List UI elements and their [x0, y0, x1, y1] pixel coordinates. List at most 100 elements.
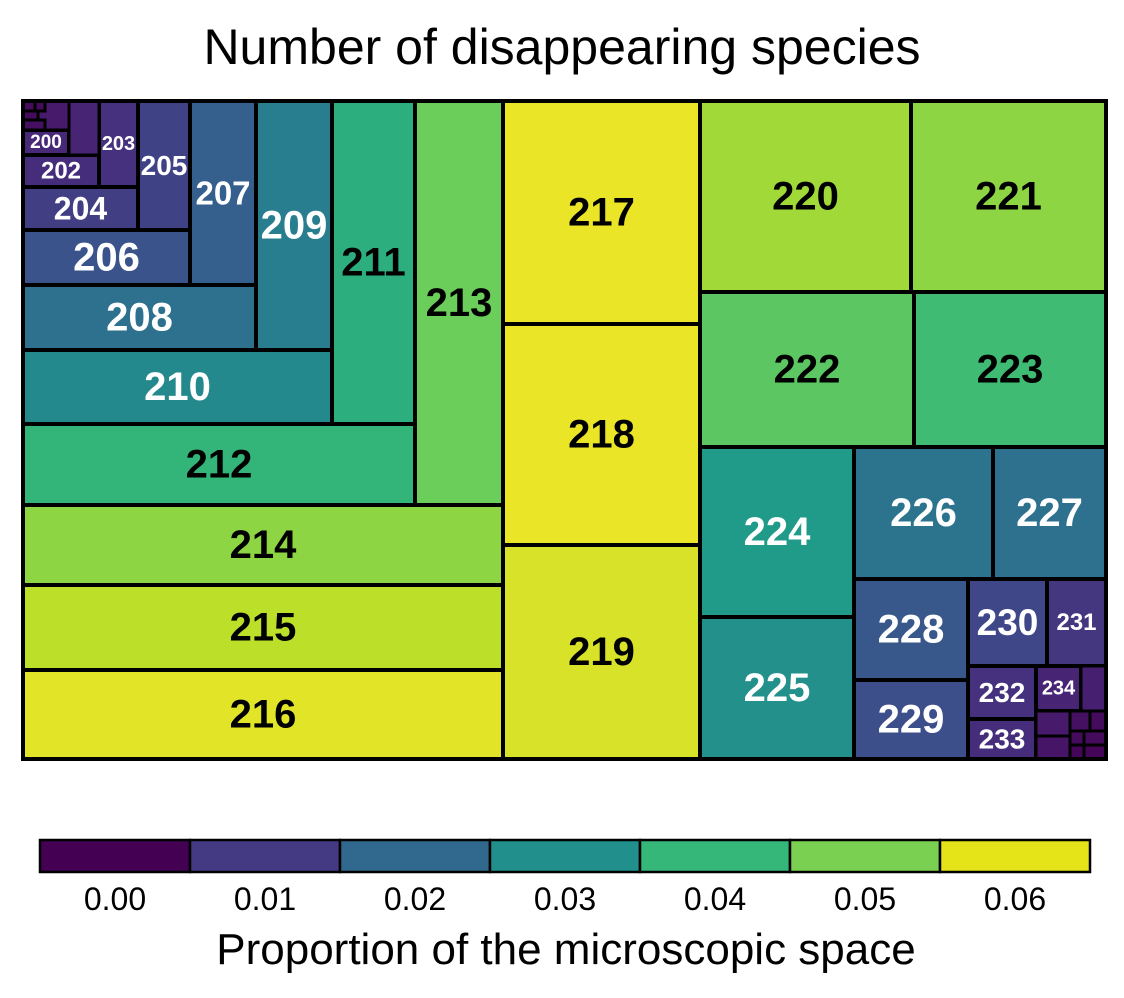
- treemap-cell-220: 220: [698, 99, 913, 294]
- cell-rect-226: [852, 445, 995, 581]
- treemap-cell-204: 204: [21, 185, 140, 232]
- cell-label-216: 216: [230, 693, 297, 737]
- cell-rect-227: [991, 445, 1108, 581]
- cell-rect-229: [852, 678, 970, 761]
- tiny-cell-9: [1068, 709, 1092, 733]
- tiny-cell-11: [1068, 729, 1086, 747]
- treemap-cell-217: 217: [501, 99, 702, 326]
- cell-rect-225: [698, 615, 856, 761]
- treemap-cell-202: 202: [21, 153, 101, 189]
- colorbar-segment-3: [488, 838, 642, 874]
- cell-label-217: 217: [568, 191, 635, 235]
- cell-label-229: 229: [878, 698, 945, 742]
- treemap-cell-203: 203: [97, 99, 140, 189]
- treemap-cell-222: 222: [698, 290, 916, 449]
- treemap-cell-209: 209: [254, 99, 334, 352]
- treemap-cell-210: 210: [21, 348, 334, 426]
- cell-label-212: 212: [186, 443, 253, 487]
- colorbar-segment-1: [188, 838, 342, 874]
- cell-rect-224: [698, 445, 856, 619]
- colorbar-title: Proportion of the microscopic space: [216, 925, 916, 974]
- tiny-cell-14: [1082, 743, 1108, 761]
- cell-rect-219: [501, 543, 702, 761]
- treemap-cell-230: 230: [966, 577, 1049, 668]
- cell-rect-220: [698, 99, 913, 294]
- colorbar-segment-0: [38, 838, 192, 874]
- treemap-cell-219: 219: [501, 543, 702, 761]
- treemap-cell-200: 200: [21, 128, 71, 157]
- treemap-cell-215: 215: [21, 583, 505, 672]
- treemap-cell-211: 211: [330, 99, 417, 426]
- cell-rect-222: [698, 290, 916, 449]
- cell-label-211: 211: [341, 241, 406, 285]
- cell-label-223: 223: [977, 348, 1044, 392]
- treemap-cell-218: 218: [501, 322, 702, 547]
- treemap-cell-232: 232: [966, 664, 1038, 721]
- colorbar-tick-label: 0.03: [534, 881, 596, 917]
- cell-label-213: 213: [426, 281, 493, 325]
- treemap-cell-213: 213: [413, 99, 505, 507]
- cell-label-218: 218: [568, 413, 635, 457]
- cell-rect-208: [21, 283, 258, 352]
- cell-label-227: 227: [1016, 491, 1083, 535]
- colorbar-segment-2: [338, 838, 492, 874]
- treemap-cell-221: 221: [909, 99, 1108, 294]
- cell-label-206: 206: [73, 236, 140, 280]
- treemap-cell-205: 205: [136, 99, 192, 232]
- cell-rect-212: [21, 422, 417, 507]
- colorbar-tick-label: 0.01: [234, 881, 296, 917]
- cell-rect-214: [21, 503, 505, 587]
- treemap-cell-214: 214: [21, 503, 505, 587]
- treemap-cell-229: 229: [852, 678, 970, 761]
- cell-label-222: 222: [774, 348, 841, 392]
- colorbar: 0.00 0.01 0.02 0.03 0.04 0.05 0.06: [38, 838, 1092, 917]
- cell-label-203: 203: [102, 133, 135, 155]
- cell-label-202: 202: [41, 158, 81, 185]
- cell-label-214: 214: [230, 523, 297, 567]
- tiny-cell-13: [1068, 743, 1086, 761]
- colorbar-tick-label: 0.05: [834, 881, 896, 917]
- cell-label-234: 234: [1042, 678, 1076, 700]
- cell-label-209: 209: [261, 204, 328, 248]
- treemap-cell-216: 216: [21, 668, 505, 761]
- tiny-cell-8: [1034, 734, 1072, 761]
- treemap-cell-225: 225: [698, 615, 856, 761]
- treemap-cell-212: 212: [21, 422, 417, 507]
- treemap-cells: 217 218 219 216 215 214 221 220 213 222 223 212 211 2…: [21, 99, 1108, 761]
- treemap-cell-227: 227: [991, 445, 1108, 581]
- tiny-cell-12: [1082, 729, 1108, 747]
- cell-label-210: 210: [144, 365, 211, 409]
- treemap-cell-224: 224: [698, 445, 856, 619]
- treemap-frame: [21, 99, 1108, 761]
- cell-rect-230: [966, 577, 1049, 668]
- cell-label-224: 224: [744, 510, 811, 554]
- colorbar-segment-6: [938, 838, 1092, 874]
- cell-label-220: 220: [772, 175, 839, 219]
- cell-label-228: 228: [878, 608, 945, 652]
- cell-label-225: 225: [744, 666, 811, 710]
- treemap-cell-208: 208: [21, 283, 258, 352]
- treemap-cell-233: 233: [966, 717, 1038, 761]
- cell-label-215: 215: [230, 606, 297, 650]
- cell-label-200: 200: [30, 132, 62, 153]
- cell-label-226: 226: [890, 491, 957, 535]
- tiny-cell-5: [21, 118, 47, 132]
- cell-label-230: 230: [977, 602, 1039, 643]
- cell-label-207: 207: [195, 175, 250, 212]
- cell-label-233: 233: [979, 724, 1026, 755]
- treemap-cell-207: 207: [188, 99, 258, 287]
- colorbar-tick-label: 0.06: [984, 881, 1046, 917]
- chart-title: Number of disappearing species: [203, 19, 921, 75]
- tiny-cell-7: [1034, 709, 1072, 738]
- cell-label-232: 232: [979, 677, 1026, 708]
- tiny-cell-6: [1079, 664, 1108, 713]
- tiny-cell-1: [67, 99, 101, 157]
- colorbar-segment-5: [788, 838, 942, 874]
- colorbar-tick-label: 0.02: [384, 881, 446, 917]
- cell-rect-217: [501, 99, 702, 326]
- cell-label-208: 208: [106, 296, 173, 340]
- colorbar-tick-label: 0.00: [84, 881, 146, 917]
- treemap-cell-231: 231: [1045, 577, 1108, 668]
- colorbar-segment-4: [638, 838, 792, 874]
